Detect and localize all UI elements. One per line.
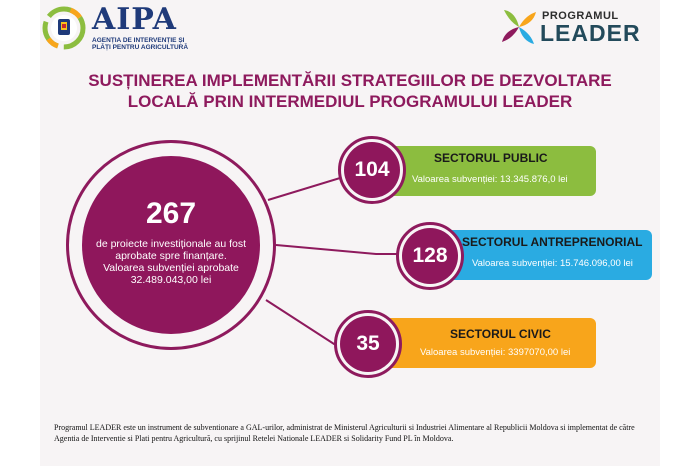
sector-civic-count: 35 [340,316,396,372]
sector-public-count: 104 [344,142,400,198]
sector-entrepreneurial-bar: SECTORUL ANTREPRENORIAL Valoarea subvenț… [434,230,652,280]
summary-circle: 267 de proiecte investiționale au fost a… [82,156,260,334]
sector-entrepreneurial-value: Valoarea subvenției: 15.746.096,00 lei [472,258,633,269]
sector-civic-title: SECTORUL CIVIC [450,327,551,341]
sector-public-title: SECTORUL PUBLIC [434,151,548,165]
sector-entrepreneurial-count: 128 [402,228,458,284]
aipa-subtitle: AGENȚIA DE INTERVENȚIE ȘI PLĂȚI PENTRU A… [92,37,189,51]
leader-logo: PROGRAMUL LEADER [498,6,658,50]
leader-logo-big: LEADER [540,20,641,46]
aipa-wordmark: AIPA [92,2,177,37]
footer-note: Programul LEADER este un instrument de s… [54,423,635,443]
title-line-1: SUSȚINEREA IMPLEMENTĂRII STRATEGIILOR DE… [88,71,612,90]
sector-public-bar: SECTORUL PUBLIC Valoarea subvenției: 13.… [378,146,596,196]
aipa-emblem-icon [42,6,86,50]
sector-civic-value: Valoarea subvenției: 3397070,00 lei [420,347,571,358]
aipa-logo: AIPA AGENȚIA DE INTERVENȚIE ȘI PLĂȚI PEN… [42,2,202,52]
leader-leaf-icon [502,10,536,44]
page-title: SUSȚINEREA IMPLEMENTĂRII STRATEGIILOR DE… [40,70,660,112]
summary-text: de proiecte investiționale au fost aprob… [96,238,247,286]
sector-civic-bar: SECTORUL CIVIC Valoarea subvenției: 3397… [374,318,596,368]
title-line-2: LOCALĂ PRIN INTERMEDIUL PROGRAMULUI LEAD… [127,92,573,111]
infographic-page: AIPA AGENȚIA DE INTERVENȚIE ȘI PLĂȚI PEN… [40,0,660,466]
sector-entrepreneurial-title: SECTORUL ANTREPRENORIAL [462,235,643,249]
leader-logo-small: PROGRAMUL [542,10,619,22]
sector-public-value: Valoarea subvenției: 13.345.876,0 lei [412,174,568,185]
total-projects: 267 [145,197,197,230]
